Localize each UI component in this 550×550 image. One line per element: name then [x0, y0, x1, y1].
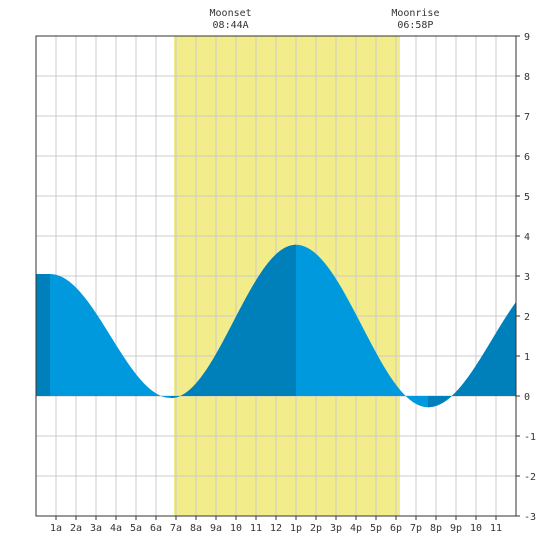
y-tick-label: 2 — [524, 312, 530, 323]
moon-event-time: 08:44A — [213, 20, 249, 31]
x-tick-label: 1p — [290, 523, 302, 534]
y-tick-label: 0 — [524, 392, 530, 403]
x-tick-label: 1a — [50, 523, 62, 534]
x-tick-label: 7a — [170, 523, 182, 534]
tide-area-shaded — [36, 274, 50, 396]
tide-area-shaded — [171, 244, 296, 398]
x-tick-label: 9p — [450, 523, 462, 534]
x-tick-label: 11 — [250, 523, 262, 534]
x-tick-label: 7p — [410, 523, 422, 534]
y-tick-label: 3 — [524, 272, 530, 283]
x-tick-label: 3a — [90, 523, 102, 534]
tide-area-shaded — [428, 302, 516, 408]
y-tick-label: 4 — [524, 232, 530, 243]
x-tick-label: 8p — [430, 523, 442, 534]
y-tick-label: -1 — [524, 432, 536, 443]
y-tick-label: 1 — [524, 352, 530, 363]
x-tick-label: 2a — [70, 523, 82, 534]
x-tick-label: 4a — [110, 523, 122, 534]
y-tick-label: 7 — [524, 112, 530, 123]
x-tick-label: 11 — [490, 523, 502, 534]
x-tick-label: 5p — [370, 523, 382, 534]
moon-event-title: Moonrise — [391, 8, 439, 19]
x-tick-label: 12 — [270, 523, 282, 534]
y-tick-label: 9 — [524, 32, 530, 43]
x-tick-label: 2p — [310, 523, 322, 534]
y-tick-label: -3 — [524, 512, 536, 523]
moon-event-title: Moonset — [210, 8, 252, 19]
y-tick-label: -2 — [524, 472, 536, 483]
x-tick-label: 5a — [130, 523, 142, 534]
moon-event-time: 06:58P — [397, 20, 433, 31]
x-tick-label: 6a — [150, 523, 162, 534]
y-tick-label: 8 — [524, 72, 530, 83]
x-tick-label: 10 — [230, 523, 242, 534]
x-tick-label: 3p — [330, 523, 342, 534]
x-tick-label: 4p — [350, 523, 362, 534]
x-tick-label: 8a — [190, 523, 202, 534]
x-tick-label: 10 — [470, 523, 482, 534]
y-tick-label: 6 — [524, 152, 530, 163]
x-tick-label: 9a — [210, 523, 222, 534]
x-tick-label: 6p — [390, 523, 402, 534]
y-tick-label: 5 — [524, 192, 530, 203]
